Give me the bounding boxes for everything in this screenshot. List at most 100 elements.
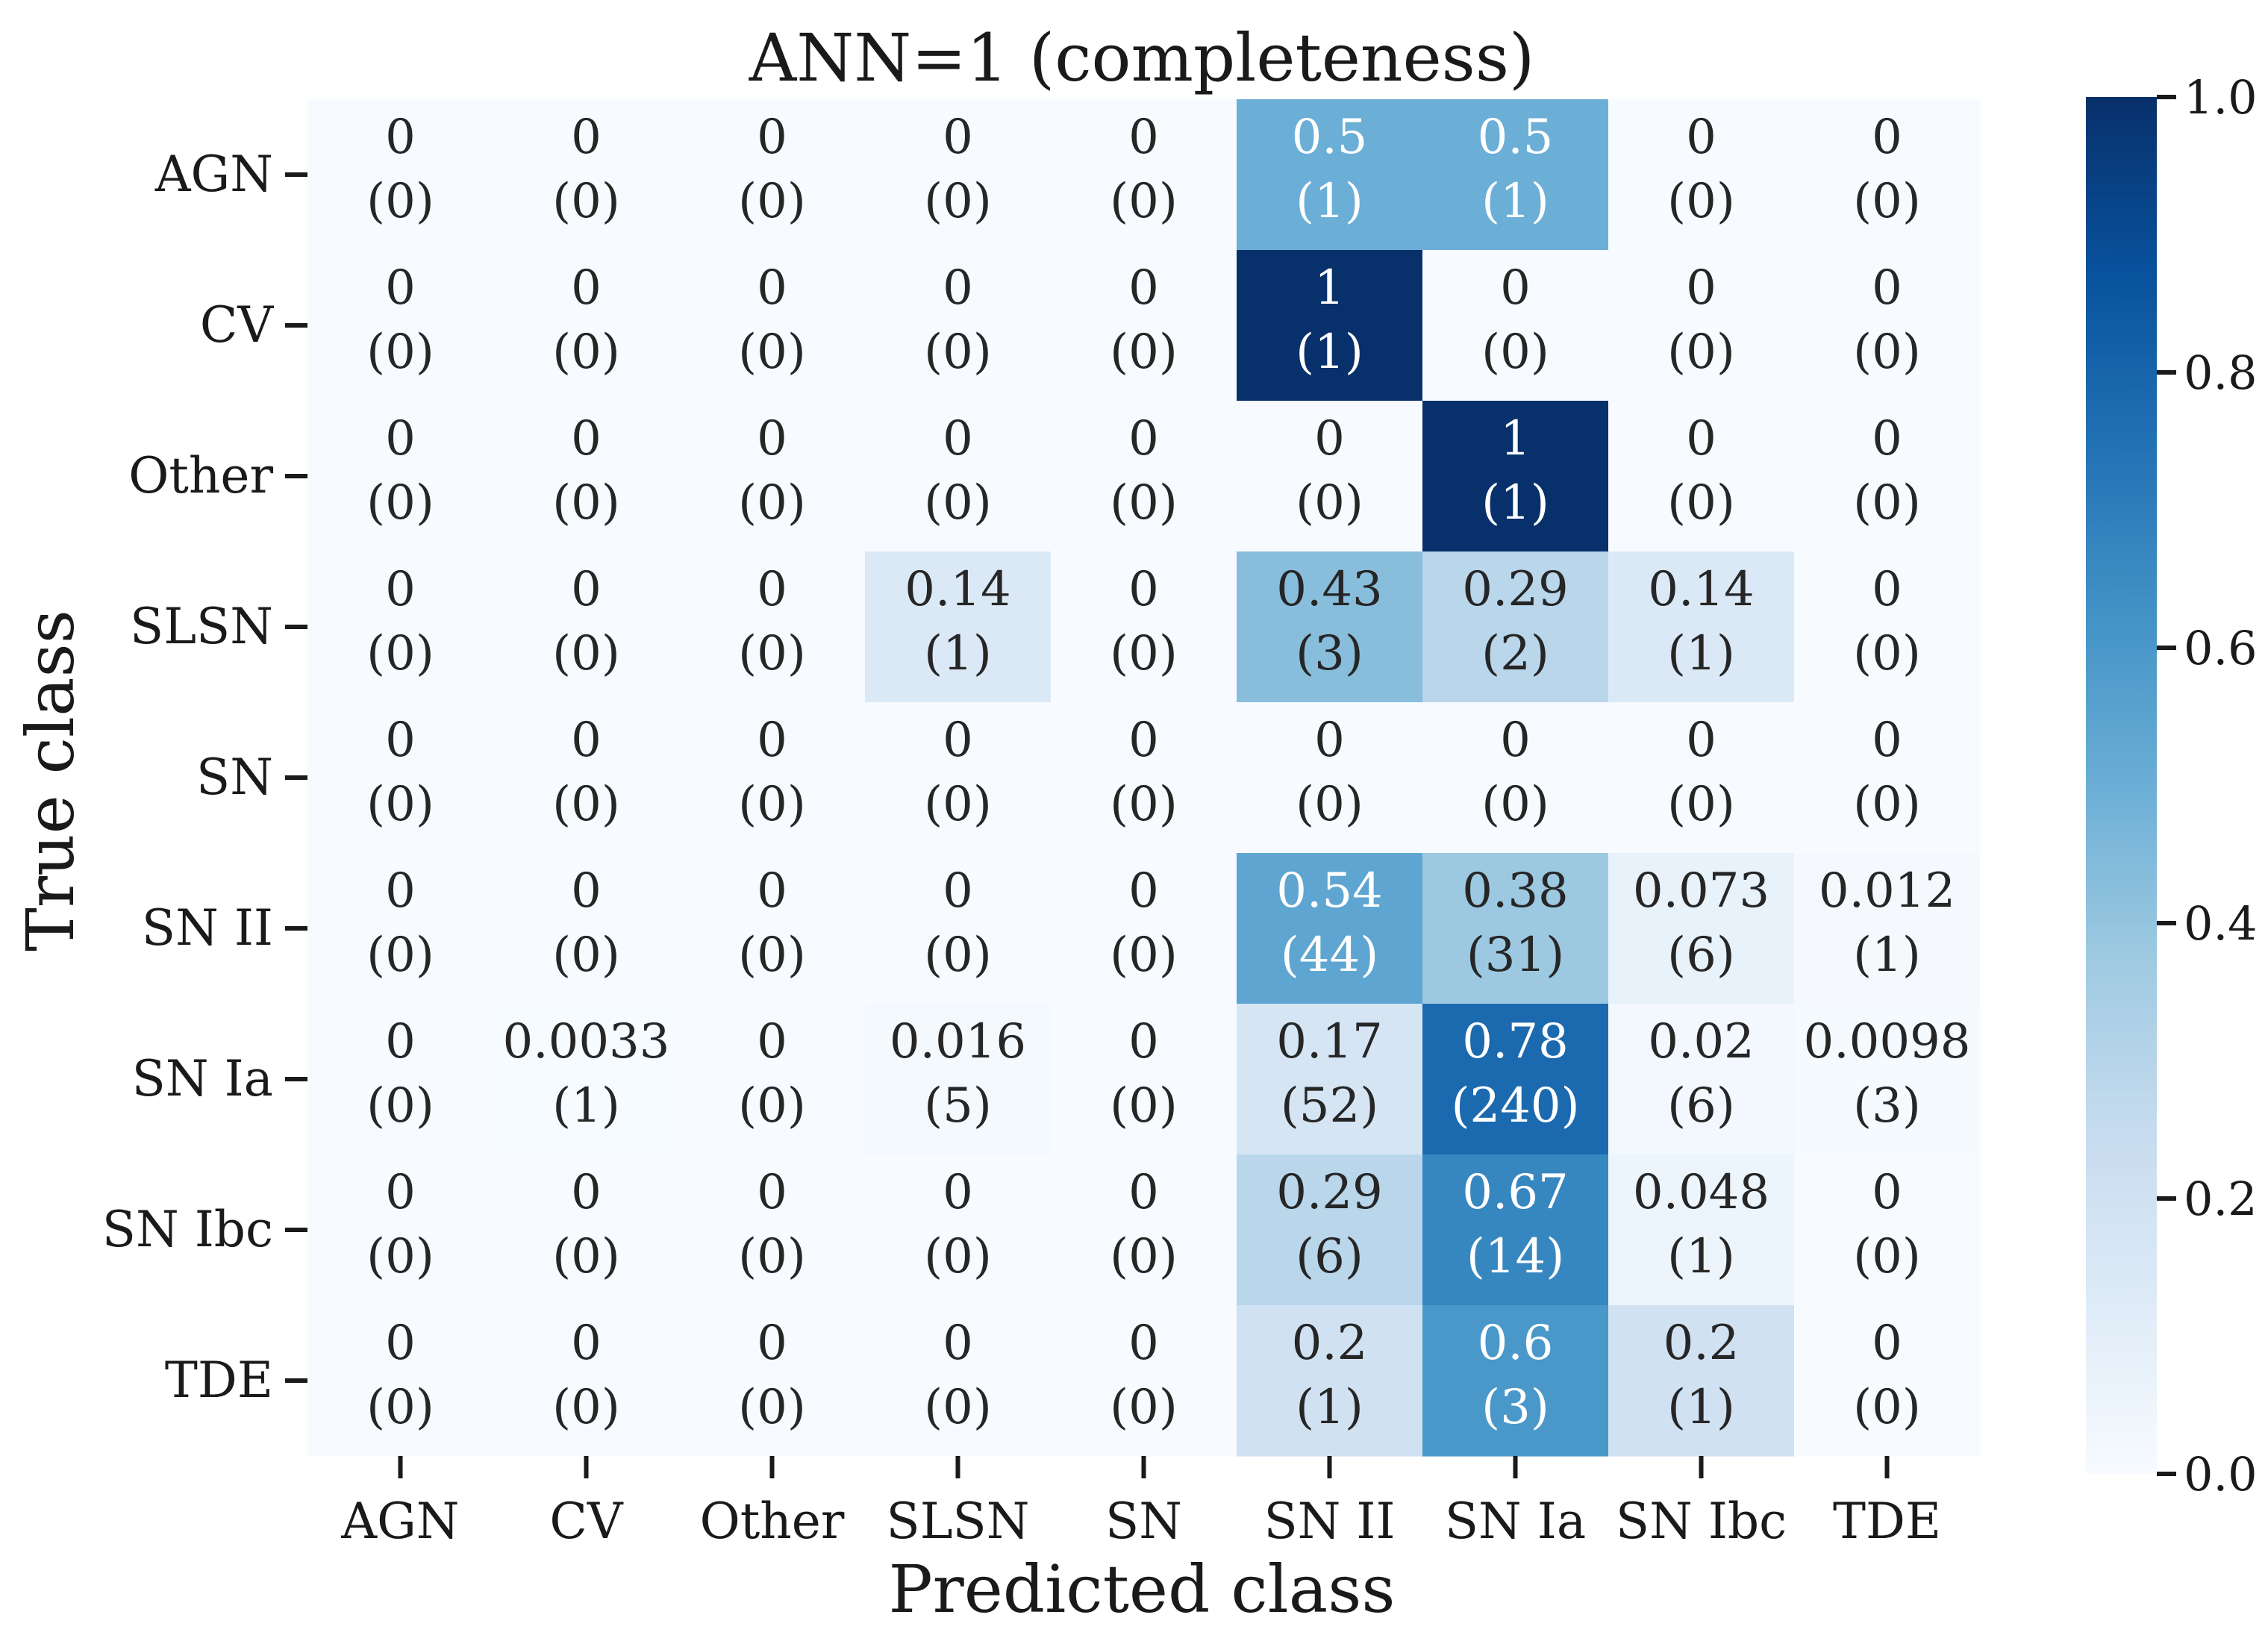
cell-value-label: 0 [943, 110, 973, 165]
cell-value-label: 0 [1128, 260, 1159, 316]
cell-value-label: 0 [385, 713, 416, 768]
cell-value-label: 0 [571, 110, 602, 165]
x-tick-label-sn: SN [1105, 1493, 1182, 1550]
cell-count-label: (0) [552, 174, 620, 229]
cell-value-label: 0 [757, 562, 787, 617]
heatmap-cell-sn-ibc-tde [1794, 1154, 1981, 1306]
cell-value-label: 0 [571, 1165, 602, 1220]
cell-count-label: (0) [1110, 928, 1178, 983]
cell-count-label: (0) [1853, 475, 1921, 531]
heatmap-cell-cv-tde [1794, 250, 1981, 401]
cell-value-label: 0 [1872, 260, 1902, 316]
cell-count-label: (0) [1110, 1229, 1178, 1284]
cell-value-label: 0 [1128, 411, 1159, 466]
cell-count-label: (0) [1853, 1229, 1921, 1284]
cell-count-label: (0) [924, 325, 992, 380]
cell-count-label: (0) [738, 1380, 806, 1435]
heatmap-cell-slsn-cv [493, 551, 680, 703]
heatmap-cell-sn-ia-slsn [865, 1004, 1052, 1155]
cell-value-label: 0 [1686, 110, 1716, 165]
cell-count-label: (0) [552, 475, 620, 531]
heatmap-cell-tde-sn [1051, 1305, 1237, 1457]
cell-count-label: (0) [1667, 325, 1735, 380]
x-tick-label-tde: TDE [1833, 1493, 1941, 1550]
x-tick-label-cv: CV [549, 1493, 623, 1550]
heatmap-cell-sn-ibc-agn [307, 1154, 494, 1306]
cell-count-label: (1) [552, 1078, 620, 1134]
cell-count-label: (0) [738, 325, 806, 380]
cell-value-label: 0 [385, 1316, 416, 1371]
cell-count-label: (6) [1667, 1078, 1735, 1134]
cell-count-label: (0) [552, 325, 620, 380]
colorbar-tick-label: 0.4 [2184, 896, 2258, 951]
cell-count-label: (0) [738, 475, 806, 531]
cell-count-label: (0) [1296, 475, 1363, 531]
cell-value-label: 0.29 [1462, 562, 1569, 617]
heatmap-cell-slsn-sn [1051, 551, 1237, 703]
cell-value-label: 0 [757, 1316, 787, 1371]
cell-value-label: 0.073 [1633, 863, 1769, 919]
x-tick-label-other: Other [700, 1493, 845, 1550]
cell-count-label: (0) [552, 626, 620, 681]
heatmap-cell-sn-sn-ii [1237, 702, 1423, 854]
cell-count-label: (6) [1296, 1229, 1363, 1284]
cell-count-label: (0) [1110, 174, 1178, 229]
heatmap-cell-slsn-sn-ii [1237, 551, 1423, 703]
cell-value-label: 0 [757, 863, 787, 919]
heatmap-cell-sn-ibc-cv [493, 1154, 680, 1306]
cell-count-label: (0) [366, 1229, 434, 1284]
x-axis: AGN CV Other SLSN SN SN II SN Ia SN Ibc TDE [340, 1456, 1941, 1550]
cell-value-label: 0 [385, 411, 416, 466]
cell-value-label: 1 [1314, 260, 1345, 316]
cell-count-label: (0) [924, 1380, 992, 1435]
cell-count-label: (0) [738, 626, 806, 681]
y-tick-label-agn: AGN [154, 146, 273, 203]
heatmap-cell-sn-agn [307, 702, 494, 854]
cell-count-label: (0) [924, 928, 992, 983]
cell-value-label: 0 [1128, 1165, 1159, 1220]
heatmap-cell-sn-cv [493, 702, 680, 854]
cell-value-label: 0 [1686, 713, 1716, 768]
cell-count-label: (0) [1296, 777, 1363, 832]
cell-value-label: 0 [757, 411, 787, 466]
cell-value-label: 1 [1500, 411, 1531, 466]
heatmap-cell-cv-agn [307, 250, 494, 401]
cell-count-label: (0) [924, 1229, 992, 1284]
heatmap-cell-other-sn [1051, 401, 1237, 552]
heatmap-cell-sn-slsn [865, 702, 1052, 854]
cell-count-label: (1) [1667, 1380, 1735, 1435]
heatmap-cell-other-slsn [865, 401, 1052, 552]
cell-count-label: (0) [366, 928, 434, 983]
cell-count-label: (0) [738, 777, 806, 832]
heatmap-cell-agn-sn [1051, 99, 1237, 251]
cell-value-label: 0 [943, 1165, 973, 1220]
cell-value-label: 0 [1686, 411, 1716, 466]
colorbar-gradient [2086, 97, 2157, 1474]
cell-count-label: (0) [366, 475, 434, 531]
cell-value-label: 0 [1872, 411, 1902, 466]
cell-count-label: (1) [1853, 928, 1921, 983]
cell-value-label: 0.2 [1292, 1316, 1368, 1371]
cell-value-label: 0.54 [1276, 863, 1383, 919]
heatmap-cell-other-other [679, 401, 866, 552]
cell-value-label: 0.38 [1462, 863, 1569, 919]
cell-count-label: (240) [1451, 1078, 1579, 1134]
cell-value-label: 0 [943, 411, 973, 466]
cell-count-label: (0) [552, 777, 620, 832]
cell-count-label: (0) [366, 1078, 434, 1134]
cell-count-label: (0) [366, 626, 434, 681]
heatmap-cell-other-sn-ia [1422, 401, 1609, 552]
cell-value-label: 0 [943, 713, 973, 768]
cell-value-label: 0 [757, 1014, 787, 1069]
cell-value-label: 0 [1128, 1316, 1159, 1371]
cell-value-label: 0.5 [1478, 110, 1554, 165]
cell-value-label: 0.02 [1648, 1014, 1755, 1069]
cell-count-label: (3) [1296, 626, 1363, 681]
cell-value-label: 0.78 [1462, 1014, 1569, 1069]
heatmap-cell-sn-ii-tde [1794, 853, 1981, 1004]
heatmap-cell-sn-ii-sn [1051, 853, 1237, 1004]
cell-count-label: (0) [366, 325, 434, 380]
cell-value-label: 0 [1314, 713, 1345, 768]
cell-value-label: 0.012 [1819, 863, 1955, 919]
